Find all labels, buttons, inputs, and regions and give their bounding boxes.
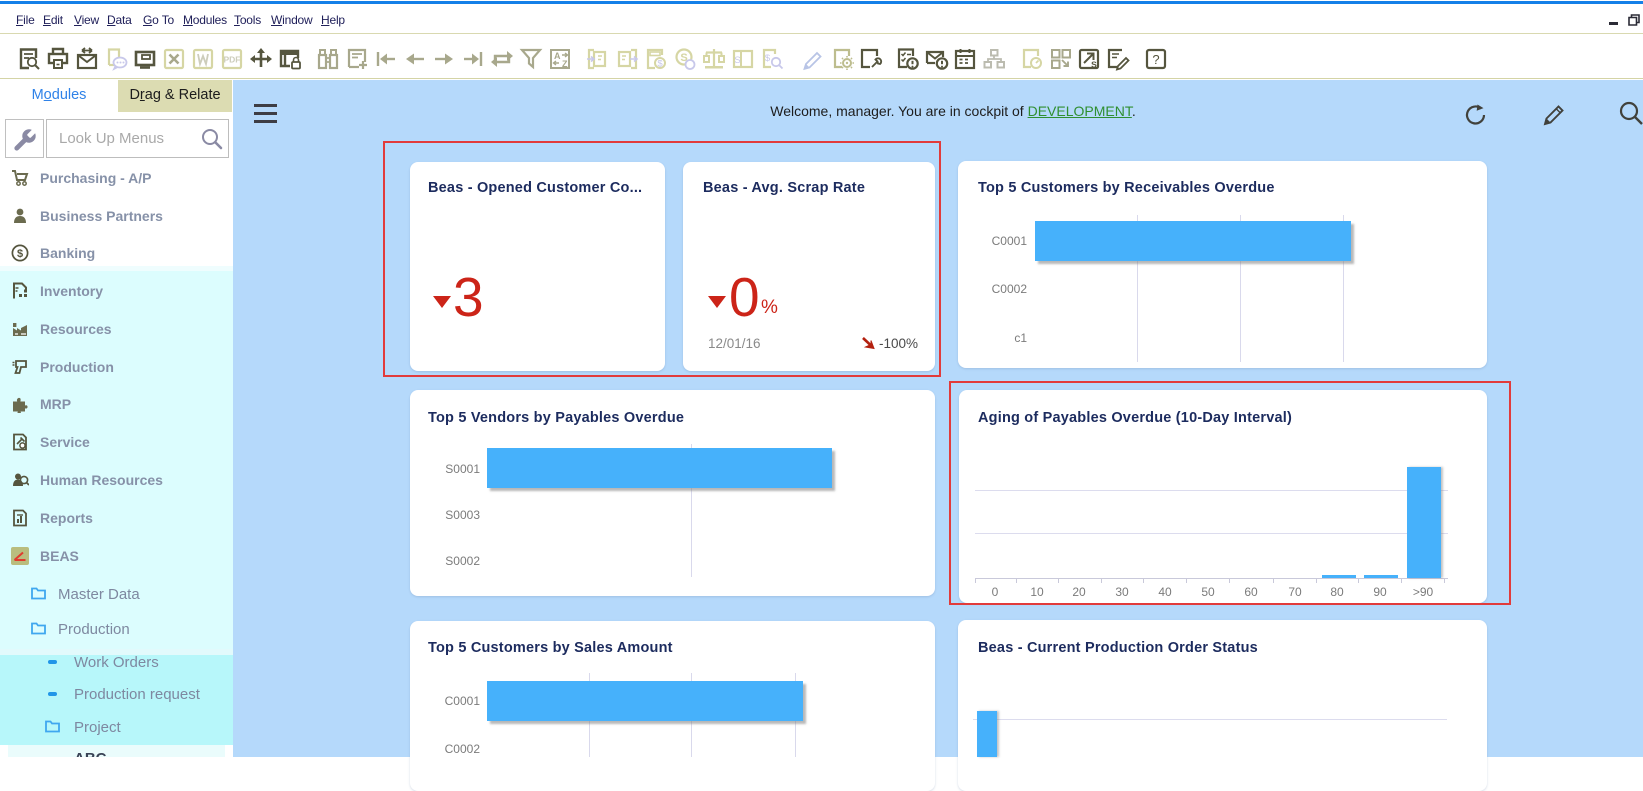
svg-text:S: S [734, 55, 740, 66]
svg-text:A: A [554, 51, 561, 61]
svg-text:$: $ [17, 248, 23, 260]
svg-text:S: S [680, 52, 687, 64]
svg-text:?: ? [1152, 52, 1159, 67]
svg-text:$: $ [657, 59, 663, 70]
svg-text:$: $ [765, 53, 771, 64]
svg-text:Z: Z [562, 59, 568, 69]
svg-text:PDF: PDF [224, 55, 241, 65]
svg-text:S: S [1091, 60, 1097, 70]
